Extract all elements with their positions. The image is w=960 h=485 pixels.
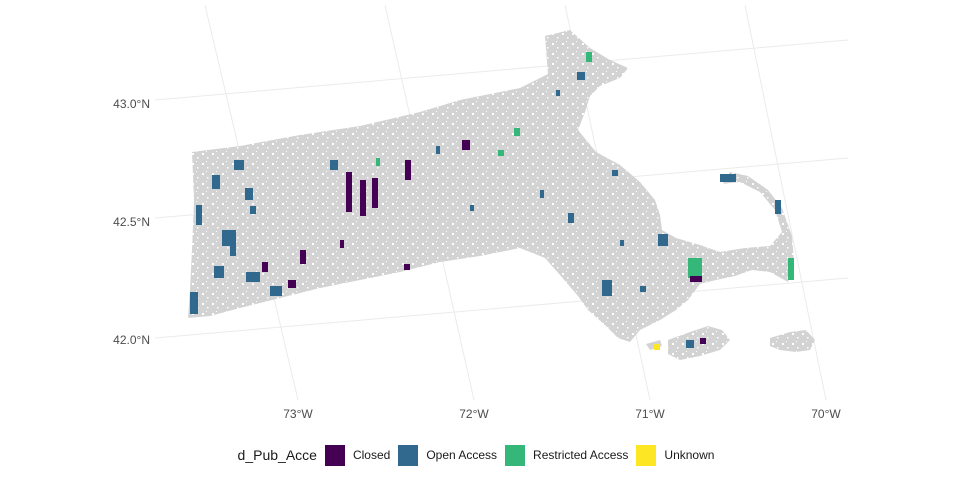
protected-area-patch <box>586 52 592 62</box>
protected-area-patch <box>436 146 440 154</box>
protected-area-patch <box>245 188 253 200</box>
protected-area-patch <box>540 190 544 198</box>
protected-area-patch <box>470 205 474 211</box>
protected-area-patch <box>405 160 411 180</box>
lat-label-42-5: 42.5°N <box>113 215 150 229</box>
protected-area-patch <box>498 150 504 156</box>
legend-item-unknown: Unknown <box>636 444 715 466</box>
parallel-42 <box>154 277 849 339</box>
lat-label-43: 43.0°N <box>113 97 150 111</box>
protected-area-patch <box>462 140 470 150</box>
legend-item-open-access: Open Access <box>398 444 498 466</box>
nantucket <box>770 330 815 352</box>
protected-area-patch <box>620 240 624 246</box>
protected-area-patch <box>234 160 244 170</box>
legend-item-restricted-access: Restricted Access <box>505 444 629 466</box>
protected-area-patch <box>250 206 256 214</box>
protected-area-patch <box>700 338 706 344</box>
legend-label-restricted-access: Restricted Access <box>533 448 629 462</box>
protected-area-patch <box>404 264 410 270</box>
protected-area-patch <box>346 172 352 212</box>
protected-area-patch <box>262 262 268 272</box>
protected-area-patch <box>270 286 282 296</box>
protected-area-patch <box>300 250 306 264</box>
protected-area-patch <box>222 230 236 246</box>
protected-area-patch <box>568 213 574 223</box>
protected-area-patch <box>288 280 296 288</box>
legend-item-closed: Closed <box>324 444 391 466</box>
protected-area-patch <box>340 240 344 248</box>
protected-area-patch <box>658 234 668 246</box>
protected-area-patch <box>376 158 380 166</box>
protected-area-patch <box>212 175 220 189</box>
legend-label-unknown: Unknown <box>664 448 715 462</box>
protected-areas <box>190 52 794 350</box>
lon-label-72: 72°W <box>459 407 489 421</box>
protected-area-patch <box>246 272 260 282</box>
legend-label-closed: Closed <box>352 448 391 462</box>
legend-title: d_Pub_Acce <box>237 447 317 463</box>
protected-area-patch <box>688 258 702 278</box>
protected-area-patch <box>654 344 660 350</box>
lon-label-73: 73°W <box>283 407 313 421</box>
protected-area-patch <box>775 200 781 214</box>
marthas-vineyard <box>668 326 730 360</box>
protected-area-patch <box>612 170 618 176</box>
lat-label-42: 42.0°N <box>113 333 150 347</box>
meridian-70 <box>744 4 827 401</box>
protected-area-patch <box>196 205 202 225</box>
protected-area-patch <box>372 178 378 208</box>
legend-key-open-access <box>398 444 419 466</box>
massachusetts-land <box>188 30 815 360</box>
protected-area-patch <box>230 246 236 256</box>
protected-area-patch <box>577 72 585 80</box>
lat-axis: 43.0°N 42.5°N 42.0°N <box>113 97 150 347</box>
parallel-43 <box>154 39 849 101</box>
legend-key-closed <box>324 444 345 466</box>
protected-area-patch <box>690 276 702 282</box>
protected-area-patch <box>686 340 694 348</box>
protected-area-patch <box>360 180 366 216</box>
protected-area-patch <box>556 90 560 96</box>
lon-label-70: 70°W <box>811 407 841 421</box>
legend-key-unknown <box>636 444 657 466</box>
lon-axis: 73°W 72°W 71°W 70°W <box>283 407 841 421</box>
mainland-shape <box>188 30 794 342</box>
legend: d_Pub_Acce Closed Open Access Restricted… <box>0 440 960 470</box>
lon-label-71: 71°W <box>635 407 665 421</box>
protected-area-patch <box>720 174 736 182</box>
protected-area-patch <box>788 258 794 280</box>
protected-area-patch <box>602 280 612 296</box>
legend-key-restricted-access <box>505 444 526 466</box>
protected-area-patch <box>640 286 646 292</box>
protected-area-patch <box>330 160 338 170</box>
protected-area-patch <box>514 128 520 136</box>
protected-area-patch <box>190 292 198 314</box>
legend-label-open-access: Open Access <box>426 448 498 462</box>
protected-area-patch <box>214 266 224 278</box>
